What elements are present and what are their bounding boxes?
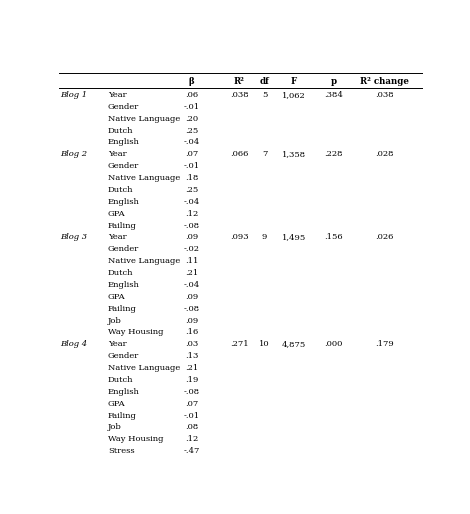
Text: .07: .07 bbox=[185, 150, 198, 158]
Text: .12: .12 bbox=[185, 435, 198, 443]
Text: Gender: Gender bbox=[108, 352, 139, 360]
Text: -.01: -.01 bbox=[184, 162, 200, 170]
Text: .09: .09 bbox=[185, 317, 198, 324]
Text: .16: .16 bbox=[185, 328, 198, 336]
Text: .06: .06 bbox=[185, 91, 198, 99]
Text: GPA: GPA bbox=[108, 210, 125, 217]
Text: Dutch: Dutch bbox=[108, 186, 133, 194]
Text: .19: .19 bbox=[185, 376, 198, 384]
Text: R² change: R² change bbox=[360, 77, 409, 85]
Text: .384: .384 bbox=[324, 91, 343, 99]
Text: .20: .20 bbox=[185, 115, 198, 123]
Text: Way Housing: Way Housing bbox=[108, 328, 164, 336]
Text: English: English bbox=[108, 198, 140, 206]
Text: 1,495: 1,495 bbox=[282, 233, 306, 242]
Text: Native Language: Native Language bbox=[108, 115, 180, 123]
Text: .09: .09 bbox=[185, 233, 198, 242]
Text: Failing: Failing bbox=[108, 222, 137, 230]
Text: Job: Job bbox=[108, 424, 122, 431]
Text: Blog 1: Blog 1 bbox=[61, 91, 88, 99]
Text: .03: .03 bbox=[185, 340, 198, 348]
Text: df: df bbox=[260, 77, 269, 85]
Text: Job: Job bbox=[108, 317, 122, 324]
Text: 1,062: 1,062 bbox=[282, 91, 306, 99]
Text: -.01: -.01 bbox=[184, 103, 200, 111]
Text: Year: Year bbox=[108, 150, 126, 158]
Text: Failing: Failing bbox=[108, 305, 137, 313]
Text: Gender: Gender bbox=[108, 103, 139, 111]
Text: Native Language: Native Language bbox=[108, 257, 180, 265]
Text: .066: .066 bbox=[230, 150, 248, 158]
Text: Blog 4: Blog 4 bbox=[61, 340, 88, 348]
Text: .11: .11 bbox=[185, 257, 198, 265]
Text: β: β bbox=[189, 77, 195, 85]
Text: R²: R² bbox=[234, 77, 244, 85]
Text: Year: Year bbox=[108, 233, 126, 242]
Text: -.08: -.08 bbox=[184, 305, 200, 313]
Text: .026: .026 bbox=[376, 233, 394, 242]
Text: Dutch: Dutch bbox=[108, 126, 133, 135]
Text: 7: 7 bbox=[262, 150, 267, 158]
Text: GPA: GPA bbox=[108, 399, 125, 408]
Text: .13: .13 bbox=[185, 352, 198, 360]
Text: F: F bbox=[290, 77, 297, 85]
Text: -.04: -.04 bbox=[184, 281, 200, 289]
Text: Year: Year bbox=[108, 91, 126, 99]
Text: .21: .21 bbox=[185, 269, 198, 277]
Text: English: English bbox=[108, 388, 140, 396]
Text: .038: .038 bbox=[230, 91, 248, 99]
Text: -.02: -.02 bbox=[184, 245, 200, 253]
Text: English: English bbox=[108, 138, 140, 146]
Text: 5: 5 bbox=[262, 91, 267, 99]
Text: .25: .25 bbox=[185, 126, 198, 135]
Text: Blog 2: Blog 2 bbox=[61, 150, 88, 158]
Text: Gender: Gender bbox=[108, 162, 139, 170]
Text: .028: .028 bbox=[376, 150, 394, 158]
Text: GPA: GPA bbox=[108, 293, 125, 301]
Text: 9: 9 bbox=[262, 233, 267, 242]
Text: p: p bbox=[331, 77, 337, 85]
Text: 10: 10 bbox=[259, 340, 270, 348]
Text: .156: .156 bbox=[324, 233, 343, 242]
Text: .038: .038 bbox=[376, 91, 394, 99]
Text: -.01: -.01 bbox=[184, 412, 200, 419]
Text: .228: .228 bbox=[324, 150, 343, 158]
Text: Failing: Failing bbox=[108, 412, 137, 419]
Text: -.08: -.08 bbox=[184, 222, 200, 230]
Text: .271: .271 bbox=[230, 340, 248, 348]
Text: -.04: -.04 bbox=[184, 198, 200, 206]
Text: Blog 3: Blog 3 bbox=[61, 233, 88, 242]
Text: 1,358: 1,358 bbox=[282, 150, 306, 158]
Text: .21: .21 bbox=[185, 364, 198, 372]
Text: Native Language: Native Language bbox=[108, 364, 180, 372]
Text: .18: .18 bbox=[185, 174, 198, 182]
Text: Way Housing: Way Housing bbox=[108, 435, 164, 443]
Text: -.47: -.47 bbox=[183, 447, 200, 455]
Text: .07: .07 bbox=[185, 399, 198, 408]
Text: Year: Year bbox=[108, 340, 126, 348]
Text: .000: .000 bbox=[325, 340, 343, 348]
Text: -.08: -.08 bbox=[184, 388, 200, 396]
Text: Stress: Stress bbox=[108, 447, 134, 455]
Text: 4,875: 4,875 bbox=[282, 340, 306, 348]
Text: English: English bbox=[108, 281, 140, 289]
Text: .093: .093 bbox=[230, 233, 248, 242]
Text: Dutch: Dutch bbox=[108, 269, 133, 277]
Text: .09: .09 bbox=[185, 293, 198, 301]
Text: Gender: Gender bbox=[108, 245, 139, 253]
Text: .179: .179 bbox=[376, 340, 394, 348]
Text: .08: .08 bbox=[185, 424, 198, 431]
Text: .12: .12 bbox=[185, 210, 198, 217]
Text: Dutch: Dutch bbox=[108, 376, 133, 384]
Text: .25: .25 bbox=[185, 186, 198, 194]
Text: Native Language: Native Language bbox=[108, 174, 180, 182]
Text: -.04: -.04 bbox=[184, 138, 200, 146]
